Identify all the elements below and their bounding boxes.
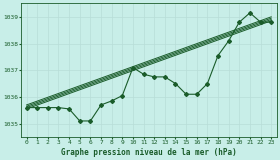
X-axis label: Graphe pression niveau de la mer (hPa): Graphe pression niveau de la mer (hPa) [61, 148, 237, 156]
